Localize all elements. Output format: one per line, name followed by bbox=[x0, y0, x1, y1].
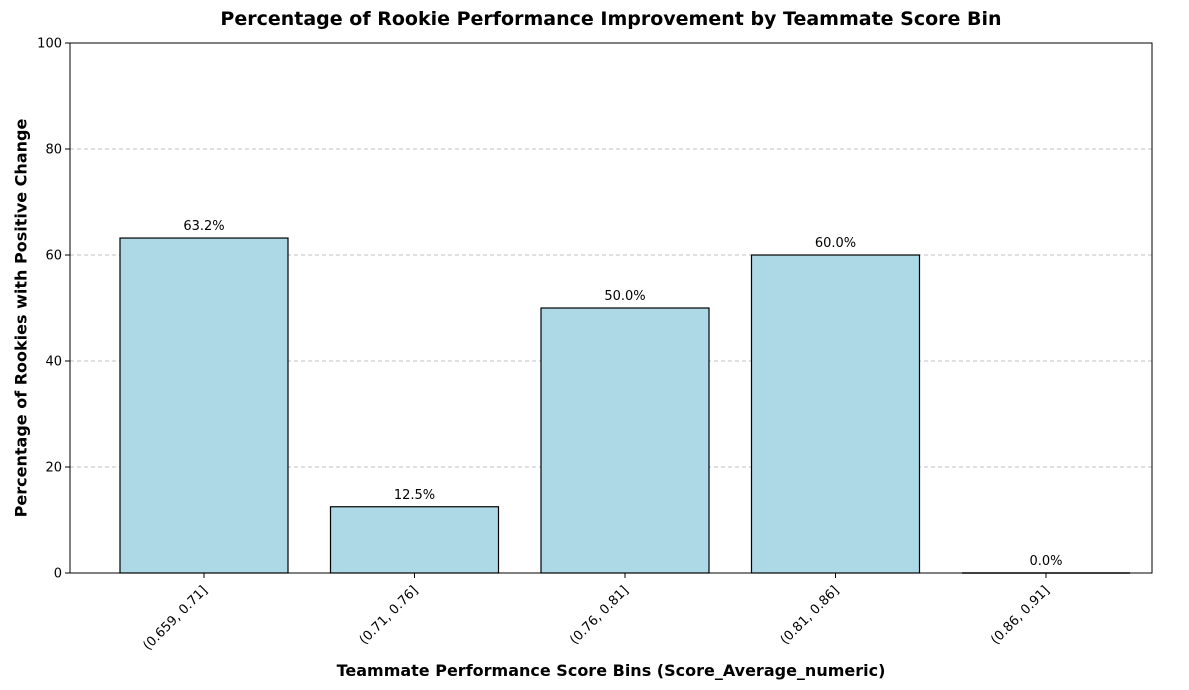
y-axis-ticks: 0 20 40 60 80 100 bbox=[37, 37, 70, 582]
y-tick-label: 40 bbox=[45, 355, 62, 370]
y-tick-label: 80 bbox=[45, 143, 62, 158]
bar-value-label: 50.0% bbox=[604, 289, 645, 304]
x-tick-label: (0.76, 0.81] bbox=[567, 583, 632, 648]
bar-value-label: 63.2% bbox=[183, 219, 224, 234]
data-labels: 63.2% 12.5% 50.0% 60.0% 0.0% bbox=[183, 219, 1062, 569]
bar-value-label: 60.0% bbox=[815, 236, 856, 251]
y-tick-label: 20 bbox=[45, 461, 62, 476]
bar bbox=[119, 237, 289, 574]
x-axis-ticks: (0.659, 0.71] (0.71, 0.76] (0.76, 0.81] (0.… bbox=[140, 573, 1053, 654]
chart-title: Percentage of Rookie Performance Improve… bbox=[220, 8, 1001, 30]
x-tick-label: (0.71, 0.76] bbox=[357, 583, 422, 648]
bar-value-label: 0.0% bbox=[1029, 554, 1062, 569]
bar bbox=[329, 506, 500, 574]
bars bbox=[119, 237, 1130, 574]
bar-value-label: 12.5% bbox=[394, 488, 435, 503]
x-tick-label: (0.86, 0.91] bbox=[988, 583, 1053, 648]
y-tick-label: 60 bbox=[45, 249, 62, 264]
y-tick-label: 0 bbox=[54, 567, 62, 582]
y-axis-label: Percentage of Rookies with Positive Chan… bbox=[12, 119, 31, 518]
plot-frame bbox=[69, 42, 1153, 574]
bar bbox=[750, 254, 921, 574]
bar bbox=[540, 307, 710, 574]
x-axis-label: Teammate Performance Score Bins (Score_A… bbox=[337, 661, 886, 680]
x-tick-label: (0.659, 0.71] bbox=[140, 583, 210, 653]
x-tick-label: (0.81, 0.86] bbox=[778, 583, 843, 648]
y-tick-label: 100 bbox=[37, 37, 62, 52]
